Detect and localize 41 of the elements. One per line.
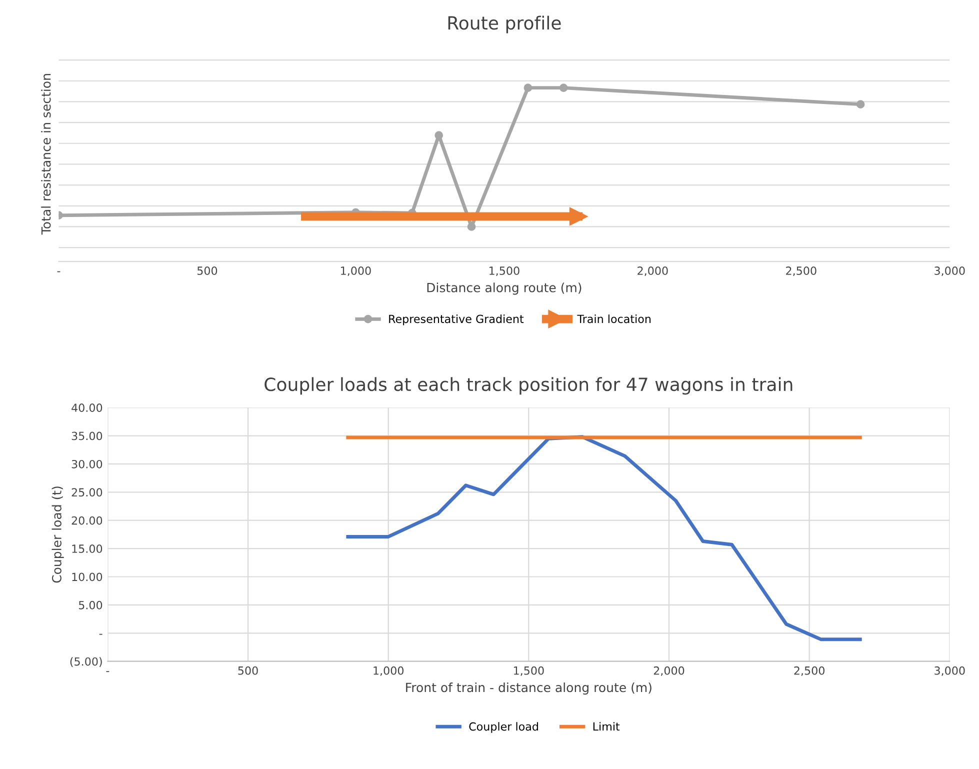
y-tick-label: 25.00 [72,488,102,497]
y-tick-label: - [99,634,102,635]
x-tick-label: 3,000 [934,666,965,676]
x-tick-label: 1,500 [490,266,520,276]
x-tick-label: 1,000 [374,666,404,676]
x-tick-label: 500 [197,266,218,275]
x-tick-label: 3,000 [934,266,965,276]
legend-label: Train location [577,314,651,324]
y-axis-title: Coupler load (t) [52,486,64,583]
line-series [346,435,862,642]
y-tick-label: 20.00 [72,516,102,525]
point [467,222,476,231]
point [569,207,588,226]
x-tick-label: 2,500 [786,266,816,276]
y-tick-label: 30.00 [72,460,102,468]
legend-label: Limit [593,722,620,731]
x-axis-title: Distance along route (m) [427,282,582,295]
x-tick-label: - [57,271,60,272]
chart-title: Coupler loads at each track position for 47 wagons in train [264,377,792,395]
x-tick-label: 1,500 [514,666,544,676]
y-axis-title: Total resistance in section [41,74,51,235]
point [434,131,444,140]
legend-label: Coupler load [469,722,538,733]
x-tick-label: 1,000 [341,266,371,276]
legend-label: Representative Gradient [389,314,524,326]
y-tick-label: 15.00 [72,544,102,553]
point [524,84,532,92]
x-tick-label: 2,000 [638,266,668,276]
chart-title: Route profile [448,16,561,34]
point [559,84,568,92]
y-tick-label: 5.00 [78,600,102,610]
point [856,100,865,109]
y-tick-label: (5.00) [70,657,102,668]
y-tick-label: 35.00 [72,432,102,440]
y-tick-label: 40.00 [72,404,102,412]
x-tick-label: 2,500 [794,666,824,676]
x-axis-title: Front of train - distance along route (m) [406,682,652,695]
x-tick-label: 2,000 [654,666,684,676]
x-tick-label: - [106,671,110,672]
y-tick-label: 10.00 [72,572,102,582]
x-tick-label: 500 [238,666,258,675]
